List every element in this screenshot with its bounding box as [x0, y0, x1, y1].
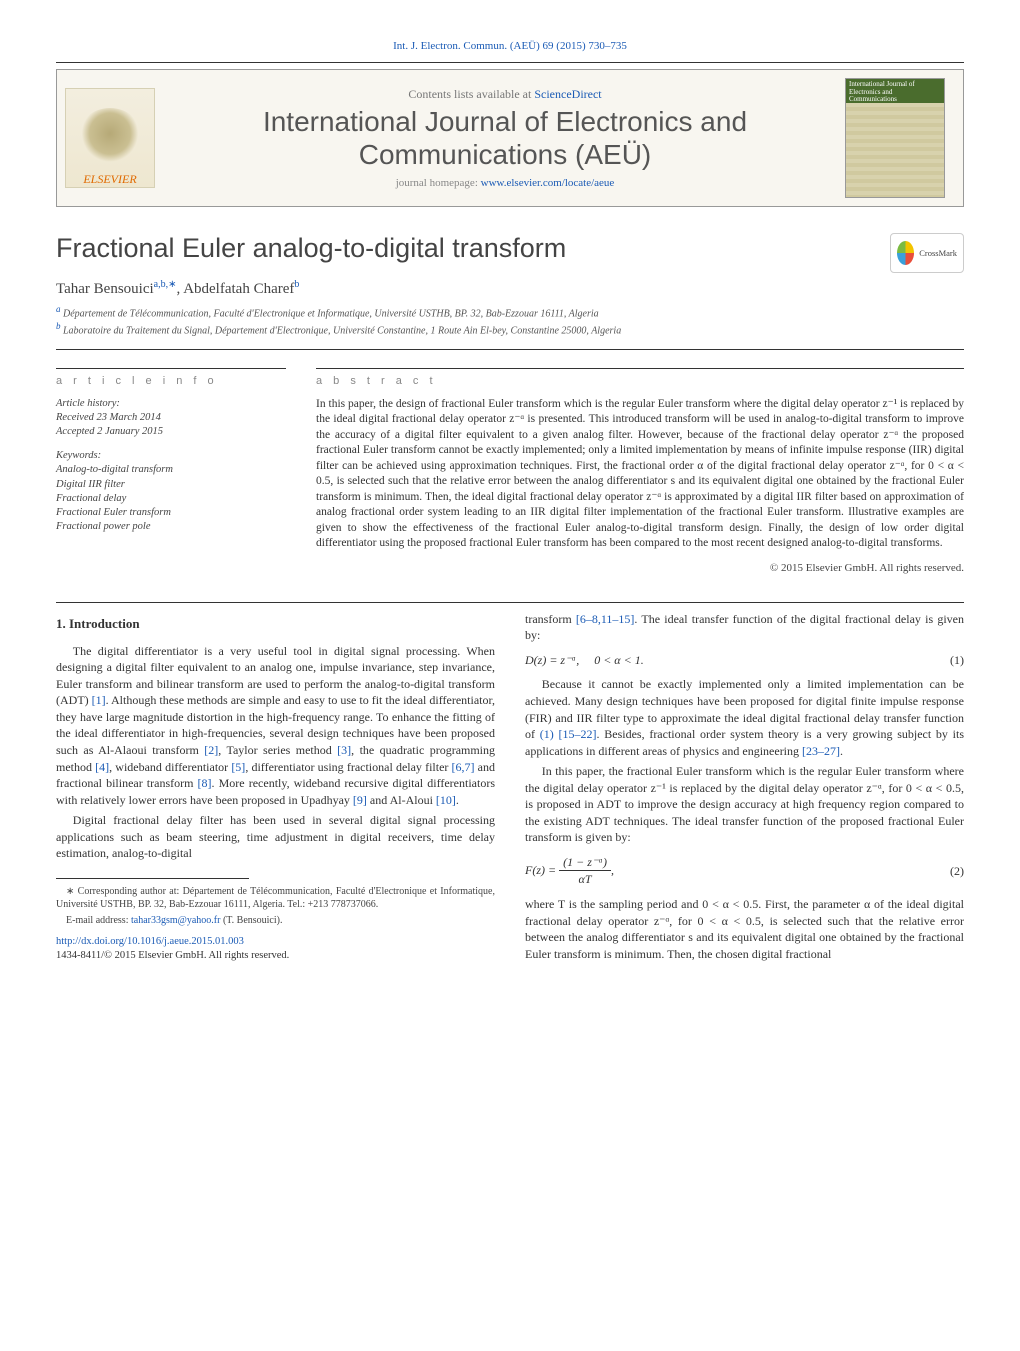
citation-link[interactable]: [3]: [337, 743, 351, 757]
article-info-header: a r t i c l e i n f o: [56, 368, 286, 387]
body-paragraph: The digital differentiator is a very use…: [56, 643, 495, 808]
accepted-date: Accepted 2 January 2015: [56, 425, 286, 439]
issn-copyright: 1434-8411/© 2015 Elsevier GmbH. All righ…: [56, 949, 495, 963]
affiliation-a-text: Département de Télécommunication, Facult…: [63, 308, 599, 319]
equation-2: F(z) = (1 − z⁻ᵅ)αT, (2): [525, 854, 964, 888]
homepage-line: journal homepage: www.elsevier.com/locat…: [175, 177, 835, 189]
eq2-denominator: αT: [575, 871, 596, 888]
divider: [56, 349, 964, 350]
citation-link[interactable]: [10]: [436, 793, 456, 807]
section-heading-introduction: 1. Introduction: [56, 615, 495, 633]
author-1[interactable]: Tahar Bensouici: [56, 281, 154, 297]
email-label: E-mail address:: [66, 915, 131, 926]
authors-line: Tahar Bensouicia,b,∗, Abdelfatah Charefb: [56, 279, 964, 298]
eq2-numerator: (1 − z⁻ᵅ): [559, 854, 611, 871]
article-title: Fractional Euler analog-to-digital trans…: [56, 233, 566, 264]
contents-banner: ELSEVIER Contents lists available at Sci…: [56, 69, 964, 207]
keyword-item: Fractional delay: [56, 492, 286, 506]
publisher-logo[interactable]: ELSEVIER: [65, 88, 155, 188]
author-1-affil[interactable]: a,b,∗: [154, 279, 177, 290]
body-text: .: [456, 793, 459, 807]
email-link[interactable]: tahar33gsm@yahoo.fr: [131, 915, 220, 926]
crossmark-button[interactable]: CrossMark: [890, 233, 964, 273]
equation-2-body: F(z) = (1 − z⁻ᵅ)αT,: [525, 854, 614, 888]
keyword-item: Digital IIR filter: [56, 478, 286, 492]
keywords-head: Keywords:: [56, 449, 286, 463]
author-2-affil[interactable]: b: [294, 279, 299, 290]
divider: [56, 602, 964, 603]
journal-reference[interactable]: Int. J. Electron. Commun. (AEÜ) 69 (2015…: [56, 40, 964, 52]
citation-link[interactable]: [1]: [92, 693, 106, 707]
equation-2-number: (2): [950, 863, 964, 880]
cover-title: International Journal of Electronics and…: [846, 79, 944, 103]
citation-link[interactable]: [8]: [198, 776, 212, 790]
citation-link[interactable]: [6–8,11–15]: [576, 612, 635, 626]
sciencedirect-link[interactable]: ScienceDirect: [534, 87, 601, 101]
contents-available-text: Contents lists available at: [408, 87, 534, 101]
doi-link[interactable]: http://dx.doi.org/10.1016/j.aeue.2015.01…: [56, 936, 244, 947]
body-text: transform: [525, 612, 576, 626]
affiliation-b: b Laboratoire du Traitement du Signal, D…: [56, 321, 964, 336]
cover-body: [846, 103, 944, 197]
body-paragraph: In this paper, the fractional Euler tran…: [525, 763, 964, 846]
citation-link[interactable]: [9]: [353, 793, 367, 807]
eq2-tail: ,: [611, 863, 614, 877]
tree-icon: [76, 108, 144, 172]
journal-cover-thumb[interactable]: International Journal of Electronics and…: [845, 78, 945, 198]
abstract-header: a b s t r a c t: [316, 368, 964, 387]
equation-1-number: (1): [950, 652, 964, 669]
citation-link[interactable]: [6,7]: [452, 760, 475, 774]
body-text: , wideband differentiator: [109, 760, 231, 774]
citation-link[interactable]: [2]: [204, 743, 218, 757]
journal-name: International Journal of Electronics and…: [175, 106, 835, 170]
footnote-separator: [56, 878, 249, 879]
corresponding-author-footnote: ∗ Corresponding author at: Département d…: [56, 885, 495, 911]
citation-link[interactable]: [5]: [231, 760, 245, 774]
body-paragraph: transform [6–8,11–15]. The ideal transfe…: [525, 611, 964, 644]
citation-link[interactable]: [15–22]: [559, 727, 597, 741]
crossmark-icon: [897, 241, 914, 265]
homepage-label: journal homepage:: [396, 177, 481, 189]
history-head: Article history:: [56, 397, 286, 411]
citation-link[interactable]: [23–27]: [802, 744, 840, 758]
contents-available-line: Contents lists available at ScienceDirec…: [175, 87, 835, 102]
equation-1-body: D(z) = z⁻ᵅ, 0 < α < 1.: [525, 652, 644, 669]
publisher-name: ELSEVIER: [83, 172, 136, 187]
author-2[interactable]: Abdelfatah Charef: [183, 281, 294, 297]
email-suffix: (T. Bensouici).: [220, 915, 282, 926]
keyword-item: Fractional power pole: [56, 520, 286, 534]
doi-block: http://dx.doi.org/10.1016/j.aeue.2015.01…: [56, 935, 495, 964]
received-date: Received 23 March 2014: [56, 411, 286, 425]
body-text: .: [840, 744, 843, 758]
equation-ref-link[interactable]: (1): [540, 727, 554, 741]
affiliation-b-text: Laboratoire du Traitement du Signal, Dép…: [63, 326, 621, 337]
body-text: , Taylor series method: [218, 743, 337, 757]
footnotes: ∗ Corresponding author at: Département d…: [56, 885, 495, 927]
body-paragraph: where T is the sampling period and 0 < α…: [525, 896, 964, 962]
body-paragraph: Because it cannot be exactly implemented…: [525, 676, 964, 759]
body-text: , differentiator using fractional delay …: [245, 760, 451, 774]
homepage-link[interactable]: www.elsevier.com/locate/aeue: [481, 177, 615, 189]
citation-link[interactable]: [4]: [95, 760, 109, 774]
crossmark-label: CrossMark: [919, 248, 957, 258]
affiliation-a: a Département de Télécommunication, Facu…: [56, 304, 964, 319]
email-footnote: E-mail address: tahar33gsm@yahoo.fr (T. …: [56, 914, 495, 927]
equation-1: D(z) = z⁻ᵅ, 0 < α < 1. (1): [525, 652, 964, 669]
abstract-text: In this paper, the design of fractional …: [316, 397, 964, 552]
body-paragraph: Digital fractional delay filter has been…: [56, 812, 495, 862]
body-text: and Al-Aloui: [367, 793, 436, 807]
body-columns: 1. Introduction The digital differentiat…: [56, 611, 964, 966]
abstract-copyright: © 2015 Elsevier GmbH. All rights reserve…: [316, 562, 964, 574]
keyword-item: Fractional Euler transform: [56, 506, 286, 520]
fraction-icon: (1 − z⁻ᵅ)αT: [559, 854, 611, 888]
keyword-item: Analog-to-digital transform: [56, 463, 286, 477]
article-info-column: a r t i c l e i n f o Article history: R…: [56, 368, 286, 574]
divider: [56, 62, 964, 63]
eq2-lhs: F(z) =: [525, 863, 559, 877]
abstract-column: a b s t r a c t In this paper, the desig…: [316, 368, 964, 574]
